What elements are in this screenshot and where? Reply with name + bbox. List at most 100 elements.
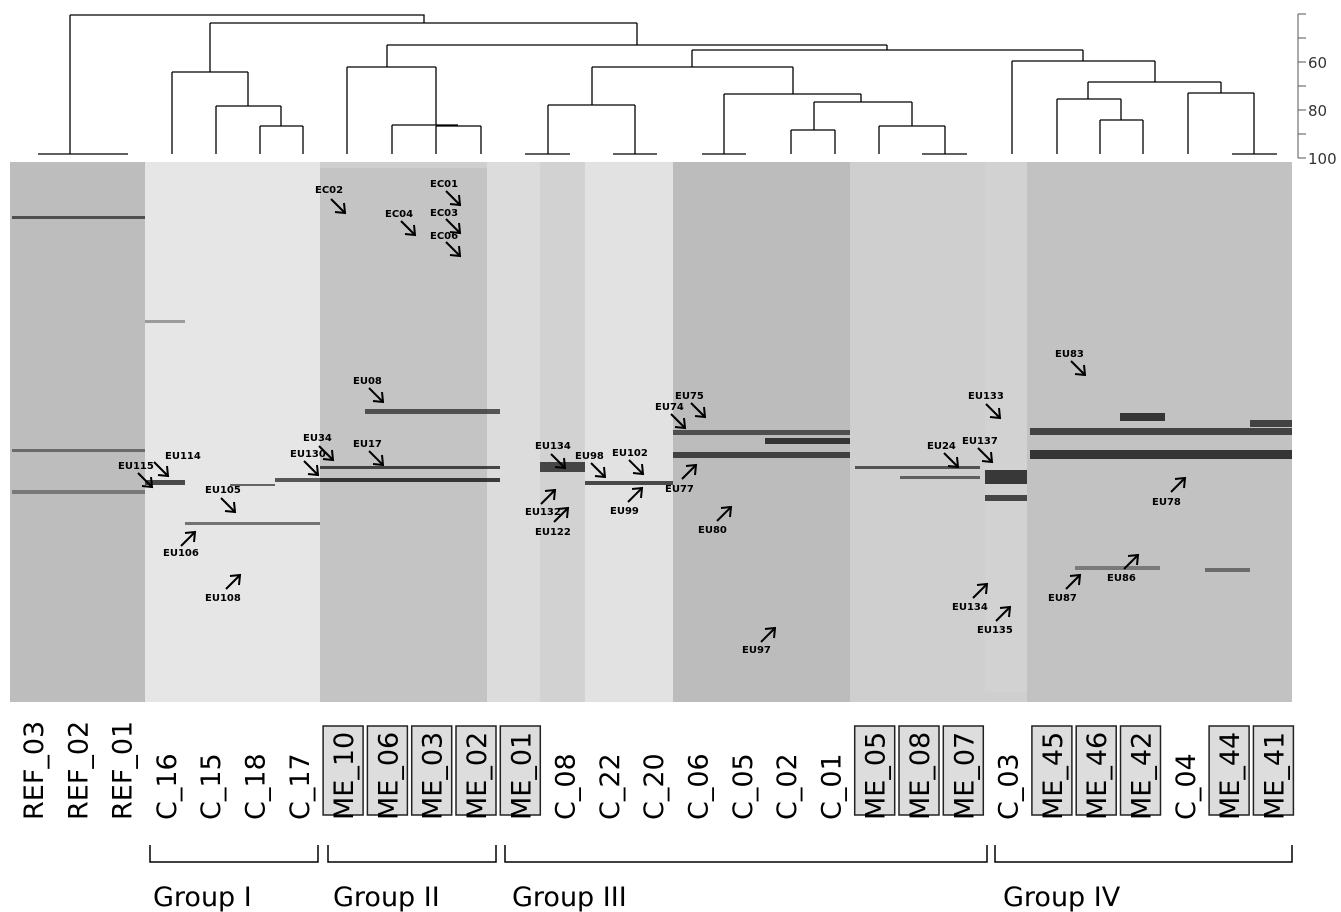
band-arrow-head xyxy=(989,407,1002,420)
band-label: EU86 xyxy=(1107,573,1136,584)
gel-band xyxy=(320,466,500,469)
band-arrow-head xyxy=(594,466,607,479)
lane-label: ME_46 xyxy=(1082,732,1113,820)
lane-label: C_03 xyxy=(994,753,1025,820)
lane-label: REF_03 xyxy=(19,721,50,820)
gel-band xyxy=(365,409,500,414)
band-arrow-head xyxy=(334,202,347,215)
lane-label: ME_10 xyxy=(329,732,360,820)
lane-box xyxy=(322,725,364,816)
lane-label: C_22 xyxy=(595,753,626,820)
band-label: EU132 xyxy=(525,507,561,518)
group-label: Group II xyxy=(333,882,440,912)
band-arrow-head xyxy=(184,530,197,543)
band-arrow xyxy=(368,387,384,403)
band-label: EU130 xyxy=(290,449,326,460)
gel-band xyxy=(12,216,145,219)
band-arrow xyxy=(445,241,461,257)
group-label: Group III xyxy=(512,882,627,912)
group-label: Group IV xyxy=(1003,882,1121,912)
lane-box xyxy=(898,725,940,816)
band-arrow-head xyxy=(1127,553,1140,566)
band-arrow xyxy=(153,461,169,477)
band-arrow xyxy=(943,452,959,468)
lane-box xyxy=(942,725,985,816)
band-label: EU75 xyxy=(675,391,704,402)
gel-band xyxy=(985,495,1027,501)
band-arrow-head xyxy=(764,626,777,639)
band-label: EU133 xyxy=(968,391,1004,402)
gel-band xyxy=(900,476,980,479)
gel-band xyxy=(1250,420,1292,427)
lane-label: ME_02 xyxy=(462,732,493,820)
lane-label: ME_07 xyxy=(949,732,980,820)
band-arrow xyxy=(972,583,988,599)
lane-box xyxy=(1119,725,1162,816)
gel-band xyxy=(985,470,1027,484)
band-arrow-head xyxy=(631,486,644,499)
lane-box xyxy=(1208,725,1250,816)
band-label: EU74 xyxy=(655,402,684,413)
band-label: EU114 xyxy=(165,451,201,462)
lane-label: ME_03 xyxy=(418,732,449,820)
band-arrow-head xyxy=(544,488,557,501)
band-label: EU106 xyxy=(163,548,199,559)
band-arrow xyxy=(977,447,993,463)
band-arrow xyxy=(445,218,461,234)
lane-label: C_04 xyxy=(1171,753,1202,820)
lane-box xyxy=(853,725,896,816)
band-arrow xyxy=(550,453,566,469)
band-arrow-head xyxy=(404,224,417,237)
gel-band xyxy=(855,466,980,469)
gel-band xyxy=(1120,413,1165,421)
band-arrow-head xyxy=(976,582,989,595)
band-arrow xyxy=(995,606,1011,622)
band-arrow xyxy=(628,459,644,475)
band-arrow xyxy=(225,574,241,590)
band-arrow xyxy=(1170,477,1186,493)
lane-label: ME_45 xyxy=(1038,732,1069,820)
gel-band xyxy=(145,320,185,323)
band-label: EU80 xyxy=(698,525,727,536)
band-label: EU24 xyxy=(927,441,956,452)
band-arrow xyxy=(445,190,461,206)
gel-band xyxy=(320,478,500,482)
band-label: EU77 xyxy=(665,484,694,495)
lane-label: REF_02 xyxy=(63,721,94,820)
gel-band xyxy=(585,481,673,485)
lane-label: REF_01 xyxy=(108,721,139,820)
band-label: EC03 xyxy=(430,208,458,219)
band-label: EC01 xyxy=(430,179,458,190)
gel-band xyxy=(275,478,320,482)
lane-label: C_15 xyxy=(196,753,227,820)
gel-image xyxy=(10,162,1292,702)
group-brackets xyxy=(149,845,1293,863)
band-arrow xyxy=(670,413,686,429)
band-label: EU134 xyxy=(535,441,571,452)
band-arrow-head xyxy=(981,451,994,464)
band-arrow-head xyxy=(694,406,707,419)
lane-label: C_16 xyxy=(152,753,183,820)
band-arrow-head xyxy=(449,194,462,207)
scale-label: 100 xyxy=(1308,150,1337,168)
band-arrow xyxy=(1123,554,1139,570)
band-arrow xyxy=(760,627,776,643)
band-arrow xyxy=(368,450,384,466)
lane-box xyxy=(366,725,409,816)
band-label: EU78 xyxy=(1152,497,1181,508)
gel-band xyxy=(1030,428,1292,435)
lane-box xyxy=(1252,725,1295,816)
band-arrow xyxy=(1065,574,1081,590)
lane-label: C_18 xyxy=(241,753,272,820)
band-arrow-head xyxy=(224,501,237,514)
gel-band xyxy=(230,484,275,486)
lane-box xyxy=(1031,725,1073,816)
gel-band xyxy=(1205,568,1250,572)
band-arrow-head xyxy=(632,463,645,476)
gel-band xyxy=(12,490,145,494)
lane-label: C_02 xyxy=(772,753,803,820)
band-arrow-head xyxy=(372,391,385,404)
gel-band xyxy=(185,522,320,525)
lane-label: ME_44 xyxy=(1215,732,1246,820)
